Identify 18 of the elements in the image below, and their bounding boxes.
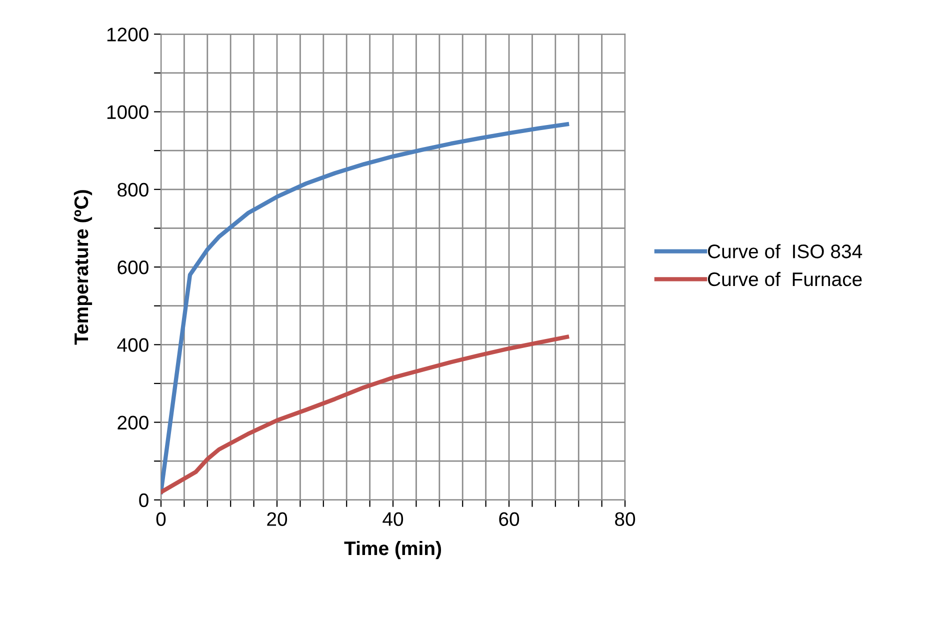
- legend-label: Curve of ISO 834: [708, 244, 862, 258]
- x-axis-title: Time (min): [344, 540, 442, 560]
- y-tick-label: 0: [139, 493, 148, 508]
- x-tick-label: 60: [499, 512, 520, 526]
- y-tick-label: 1200: [107, 28, 148, 42]
- x-tick-label: 0: [156, 512, 166, 526]
- y-tick-label: 400: [117, 338, 148, 352]
- y-axis-title: Temperature (ºC): [74, 190, 92, 345]
- x-tick-label: 40: [382, 512, 404, 526]
- y-tick-label: 600: [118, 260, 148, 274]
- y-tick-label: 1000: [107, 105, 148, 120]
- x-tick-label: 20: [267, 512, 288, 526]
- y-tick-label: 200: [118, 416, 148, 430]
- y-tick-label: 800: [118, 182, 148, 197]
- legend-label: Curve of Furnace: [708, 272, 862, 286]
- x-tick-label: 80: [615, 512, 636, 526]
- line-series: [160, 122, 570, 494]
- line-series: [160, 334, 570, 494]
